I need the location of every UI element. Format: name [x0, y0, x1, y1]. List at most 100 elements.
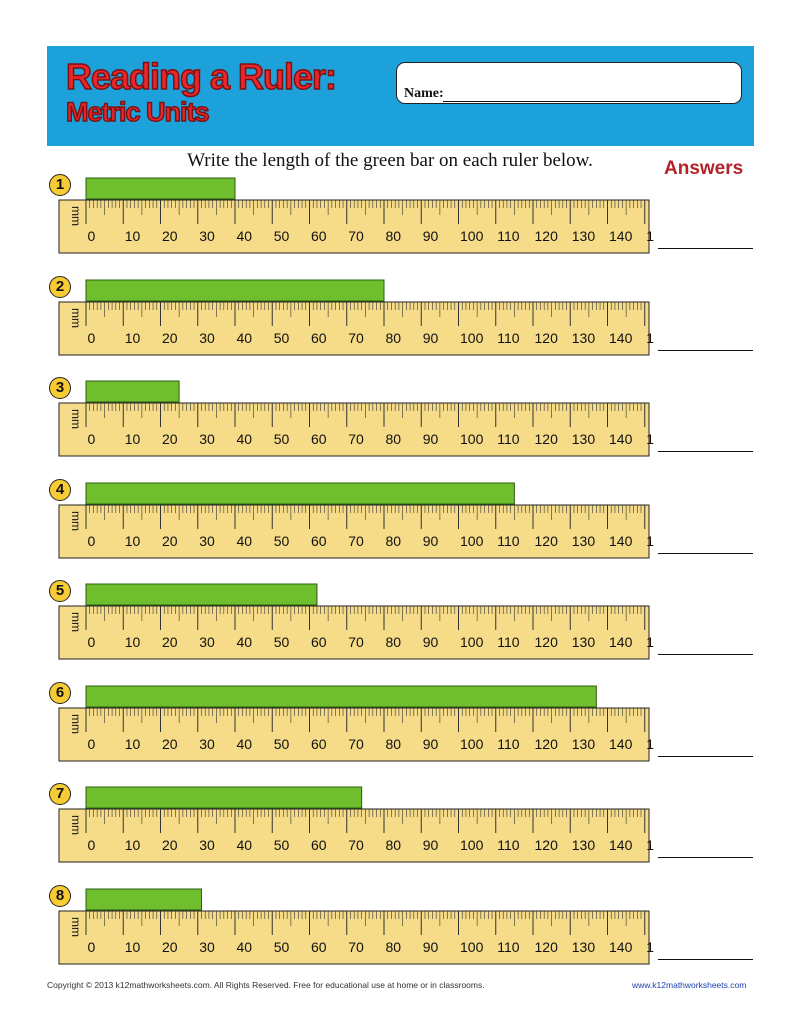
ruler-tick-label: 130 — [572, 837, 596, 853]
ruler-tick-label: 70 — [348, 228, 364, 244]
ruler-tick-label: 110 — [497, 736, 520, 752]
ruler-tick-label: 10 — [125, 736, 141, 752]
ruler-tick-label: 80 — [386, 837, 402, 853]
answer-field[interactable] — [658, 959, 753, 960]
ruler-tick-label: 130 — [572, 533, 596, 549]
ruler-tick-label: 80 — [386, 736, 402, 752]
ruler-tick-label: 130 — [572, 431, 596, 447]
answer-field[interactable] — [658, 654, 753, 655]
ruler-tick-label: 90 — [423, 228, 439, 244]
ruler-tick-label: 80 — [386, 634, 402, 650]
ruler-tick-label: 60 — [311, 228, 327, 244]
ruler-tick-label: 110 — [497, 634, 520, 650]
ruler-tick-label: 110 — [497, 228, 520, 244]
ruler-tick-label: 0 — [88, 837, 96, 853]
problem-row: 7 mm 0 10 20 30 40 50 60 70 80 90 100 110 120 130 140 1 — [0, 782, 800, 872]
answers-heading: Answers — [664, 158, 744, 179]
ruler-tick-label: 100 — [460, 431, 484, 447]
ruler-unit-label: mm — [69, 409, 83, 429]
ruler-tick-label: 40 — [237, 837, 253, 853]
ruler-tick-label: 100 — [460, 634, 484, 650]
answer-field[interactable] — [658, 350, 753, 351]
ruler: mm 0 10 20 30 40 50 60 70 80 90 100 110 120 130 140 1 — [58, 177, 654, 254]
ruler-tick-label: 40 — [237, 228, 253, 244]
copyright-text: Copyright © 2013 k12mathworksheets.com. … — [47, 980, 485, 990]
ruler-tick-label: 80 — [386, 533, 402, 549]
ruler-body — [58, 199, 650, 254]
website-link[interactable]: www.k12mathworksheets.com — [632, 980, 747, 990]
ruler-tick-label: 110 — [497, 837, 520, 853]
instructions: Write the length of the green bar on eac… — [187, 150, 593, 171]
ruler-tick-label: 90 — [423, 533, 439, 549]
ruler-tick-label: 120 — [535, 533, 559, 549]
ruler-tick-label: 0 — [88, 228, 96, 244]
ruler-tick-label: 1 — [646, 533, 654, 549]
ruler: mm 0 10 20 30 40 50 60 70 80 90 100 110 120 130 140 1 — [58, 380, 654, 457]
ruler-tick-label: 60 — [311, 330, 327, 346]
ruler-tick-label: 140 — [609, 634, 633, 650]
ruler-unit-label: mm — [69, 206, 83, 226]
ruler-body — [58, 402, 650, 457]
ruler: mm 0 10 20 30 40 50 60 70 80 90 100 110 120 130 140 1 — [58, 583, 654, 660]
ruler-tick-label: 20 — [162, 837, 178, 853]
ruler-tick-label: 110 — [497, 330, 520, 346]
ruler-tick-label: 90 — [423, 431, 439, 447]
ruler-tick-label: 10 — [125, 330, 141, 346]
ruler-tick-label: 1 — [646, 736, 654, 752]
green-bar — [85, 888, 202, 911]
ruler-tick-label: 130 — [572, 228, 596, 244]
ruler-tick-label: 110 — [497, 533, 520, 549]
ruler-tick-label: 40 — [237, 939, 253, 955]
problem-row: 2 mm 0 10 20 30 40 50 60 70 80 90 100 110 120 130 140 1 — [0, 275, 800, 365]
ruler-tick-label: 90 — [423, 837, 439, 853]
answer-field[interactable] — [658, 756, 753, 757]
ruler-tick-label: 20 — [162, 736, 178, 752]
ruler-tick-label: 0 — [88, 533, 96, 549]
ruler-tick-label: 60 — [311, 837, 327, 853]
ruler-body — [58, 504, 650, 559]
ruler-tick-label: 50 — [274, 837, 290, 853]
ruler-body — [58, 707, 650, 762]
ruler-tick-label: 1 — [646, 330, 654, 346]
ruler-tick-label: 10 — [125, 431, 141, 447]
ruler-tick-label: 70 — [348, 431, 364, 447]
ruler-tick-label: 0 — [88, 634, 96, 650]
ruler-tick-label: 140 — [609, 736, 633, 752]
ruler-tick-label: 90 — [423, 939, 439, 955]
ruler-tick-label: 50 — [274, 736, 290, 752]
ruler: mm 0 10 20 30 40 50 60 70 80 90 100 110 120 130 140 1 — [58, 279, 654, 356]
ruler-tick-label: 130 — [572, 634, 596, 650]
ruler-unit-label: mm — [69, 511, 83, 531]
problem-number-badge: 3 — [49, 377, 71, 399]
ruler-tick-label: 20 — [162, 634, 178, 650]
name-box — [396, 62, 742, 104]
ruler-body — [58, 301, 650, 356]
ruler-tick-label: 140 — [609, 228, 633, 244]
worksheet-subtitle: Metric Units — [65, 96, 210, 128]
ruler-tick-label: 120 — [535, 228, 559, 244]
ruler-tick-label: 60 — [311, 736, 327, 752]
ruler-tick-label: 0 — [88, 330, 96, 346]
ruler-tick-label: 80 — [386, 431, 402, 447]
ruler-tick-label: 50 — [274, 939, 290, 955]
ruler-tick-label: 10 — [125, 634, 141, 650]
ruler-tick-label: 140 — [609, 939, 633, 955]
ruler-tick-label: 70 — [348, 330, 364, 346]
ruler-tick-label: 120 — [535, 736, 559, 752]
answer-field[interactable] — [658, 248, 753, 249]
answer-field[interactable] — [658, 857, 753, 858]
name-field[interactable] — [443, 101, 720, 102]
ruler-tick-label: 90 — [423, 634, 439, 650]
problem-row: 1 mm 0 10 20 30 40 50 60 70 80 90 100 110 120 130 140 1 — [0, 173, 800, 263]
problem-number-badge: 1 — [49, 174, 71, 196]
answer-field[interactable] — [658, 553, 753, 554]
problem-number-badge: 5 — [49, 580, 71, 602]
ruler-tick-label: 60 — [311, 533, 327, 549]
ruler-tick-label: 50 — [274, 330, 290, 346]
ruler-tick-label: 10 — [125, 939, 141, 955]
answer-field[interactable] — [658, 451, 753, 452]
ruler-tick-label: 60 — [311, 939, 327, 955]
ruler-tick-label: 140 — [609, 431, 633, 447]
ruler-tick-label: 1 — [646, 228, 654, 244]
ruler-tick-label: 50 — [274, 228, 290, 244]
